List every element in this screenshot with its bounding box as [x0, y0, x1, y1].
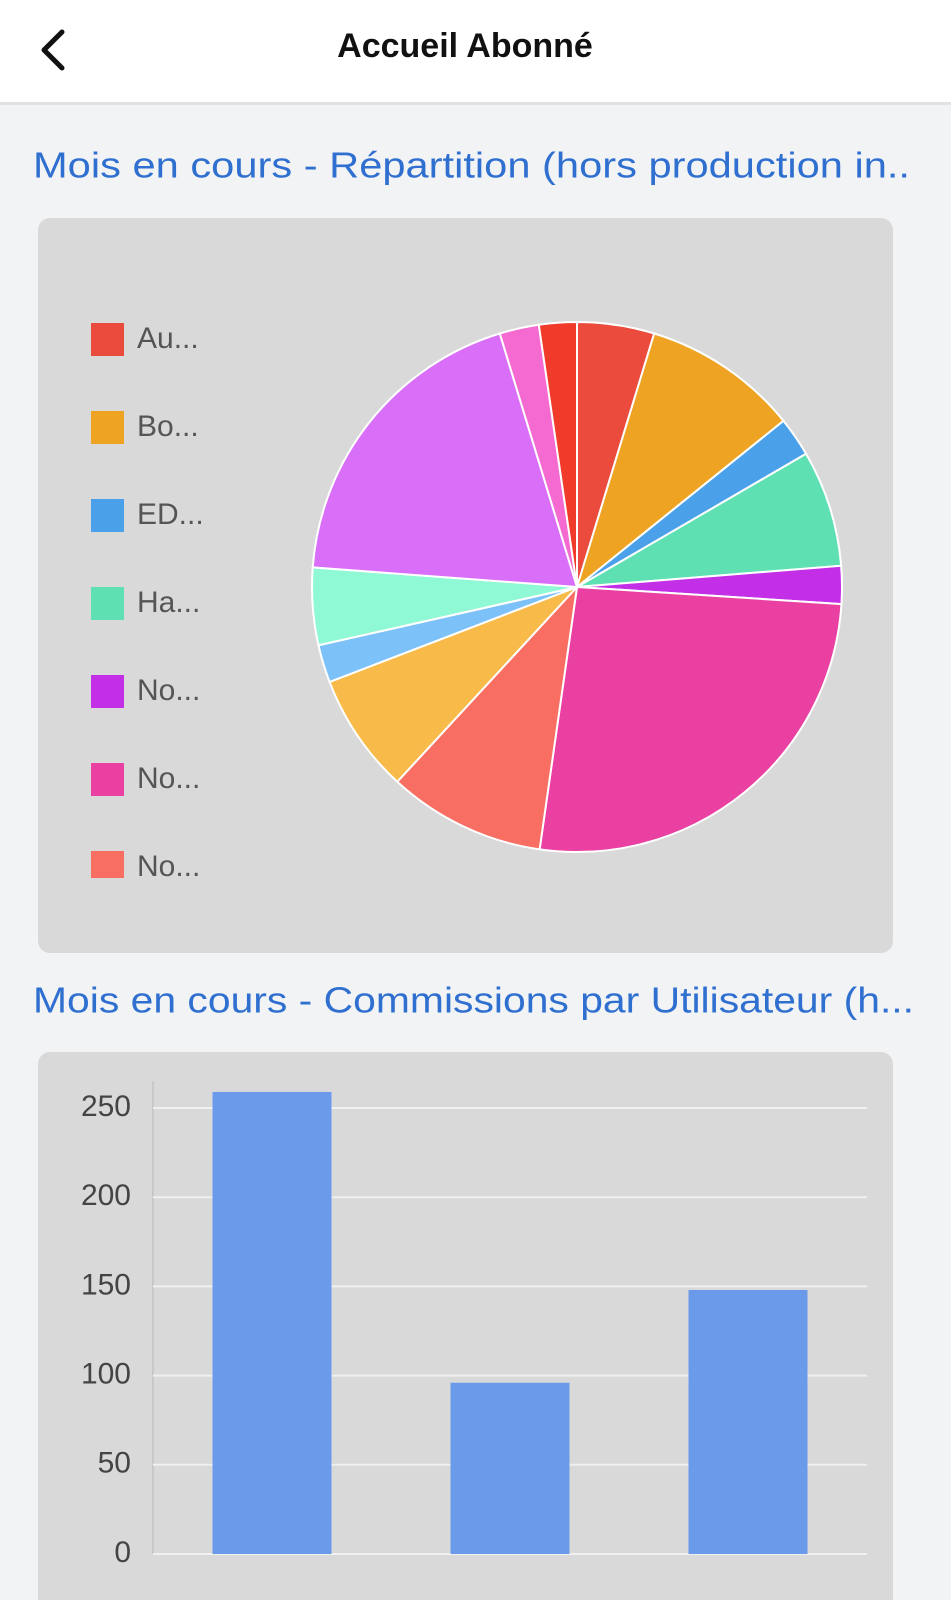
y-tick-label: 0	[114, 1536, 131, 1569]
legend-label: Bo...	[137, 410, 199, 443]
back-button[interactable]	[41, 29, 65, 71]
pie-slice	[576, 452, 843, 588]
pie-slice	[395, 583, 579, 851]
section-title: Mois en cours - Commissions par Utilisat…	[33, 980, 914, 1021]
legend-swatch	[91, 499, 124, 532]
legend-swatch	[91, 323, 124, 356]
bar-chart: 0 50 100 150 200 250	[81, 1081, 867, 1569]
bar	[688, 1289, 808, 1554]
section-title: Mois en cours - Répartition (hors produc…	[33, 145, 910, 186]
header-bar	[0, 0, 951, 103]
legend-swatch	[91, 851, 124, 878]
pie-slice	[328, 586, 578, 784]
legend-swatch	[91, 763, 124, 796]
legend-label: ED...	[137, 498, 204, 531]
y-tick-label: 100	[81, 1358, 131, 1391]
legend-label: No...	[137, 762, 200, 795]
legend: Au... Bo... ED... Ha... No... No... No...	[91, 322, 204, 883]
y-tick-label: 250	[81, 1090, 131, 1123]
y-tick-label: 200	[81, 1179, 131, 1212]
legend-label: Au...	[137, 322, 199, 355]
header-title: Accueil Abonné	[337, 27, 593, 65]
pie-slice	[537, 320, 578, 588]
pie-slice	[575, 332, 785, 590]
bar	[450, 1382, 570, 1554]
legend-swatch	[91, 675, 124, 708]
y-tick-label: 50	[98, 1447, 131, 1480]
legend-label: No...	[137, 674, 200, 707]
legend-label: Ha...	[137, 586, 200, 619]
pie-chart	[311, 320, 843, 853]
pie-slice	[538, 585, 843, 853]
legend-label: No...	[137, 850, 200, 883]
legend-swatch	[91, 587, 124, 620]
legend-swatch	[91, 411, 124, 444]
y-tick-label: 150	[81, 1268, 131, 1301]
bar	[212, 1091, 332, 1554]
pie-slice	[311, 332, 579, 589]
